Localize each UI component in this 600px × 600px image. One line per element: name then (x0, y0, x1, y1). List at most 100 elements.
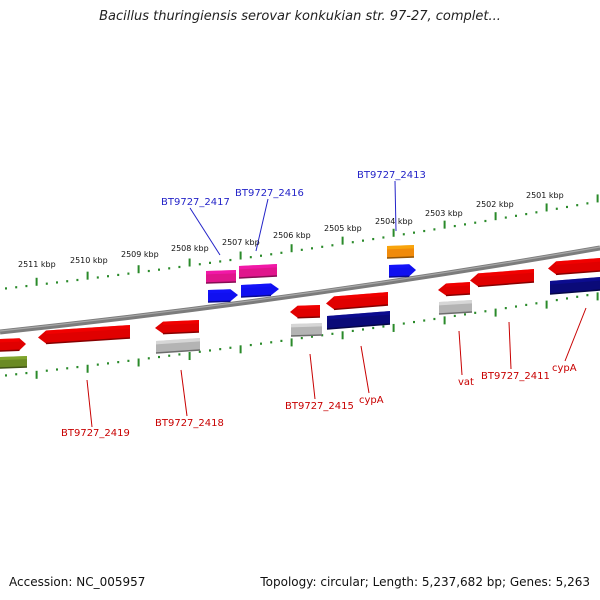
minor-tick (402, 233, 405, 236)
minor-tick (178, 353, 181, 356)
major-tick (392, 228, 395, 237)
genome-backbone (0, 245, 600, 335)
minor-tick (351, 241, 354, 244)
minor-tick (515, 214, 517, 217)
minor-tick (515, 305, 517, 308)
scale-label: 2509 kbp (121, 250, 159, 259)
gene-arrow-shadow (207, 300, 231, 303)
minor-tick (362, 328, 364, 331)
minor-tick (96, 363, 99, 366)
leader-line (458, 330, 463, 376)
minor-tick (566, 205, 568, 209)
minor-tick (229, 346, 232, 349)
gene-label[interactable]: vat (458, 377, 474, 388)
gene-label[interactable]: BT9727_2417 (161, 197, 230, 208)
minor-tick (66, 280, 69, 283)
leader-line (394, 180, 397, 232)
gene-label[interactable]: BT9727_2413 (357, 170, 426, 181)
gene-arrow-highlight (446, 282, 470, 287)
minor-tick (280, 339, 283, 343)
major-tick (86, 364, 89, 373)
minor-tick (402, 322, 405, 325)
minor-tick (25, 371, 28, 375)
leader-line (86, 379, 93, 428)
minor-tick (178, 265, 181, 269)
minor-tick (555, 207, 558, 210)
gene-arrow-highlight (389, 264, 410, 269)
leader-line (564, 307, 587, 362)
gene-arrow-shadow (297, 316, 321, 319)
major-tick (392, 323, 395, 332)
minor-tick (586, 202, 589, 205)
gene-labels: BT9727_2417 BT9727_2416 BT9727_2413 BT97… (61, 170, 577, 439)
gene-label[interactable]: BT9727_2411 (481, 371, 550, 382)
minor-tick (372, 237, 375, 241)
major-tick (596, 292, 599, 301)
gene-label[interactable]: BT9727_2415 (285, 401, 354, 412)
minor-tick (168, 267, 171, 270)
scale-label: 2502 kbp (476, 200, 514, 209)
scale-label: 2504 kbp (375, 217, 413, 226)
gene-arrow-shadow (438, 311, 473, 315)
major-tick (239, 251, 242, 260)
gene-arrow-highlight (327, 311, 390, 320)
gene-arrow-highlight (0, 338, 20, 343)
gene-arrow-shadow (555, 270, 600, 276)
minor-tick (198, 263, 201, 266)
minor-tick (209, 349, 211, 352)
minor-tick (423, 229, 426, 233)
gene-label[interactable]: cypA (359, 395, 384, 406)
minor-tick (504, 307, 507, 310)
gene-label[interactable]: cypA (552, 363, 577, 374)
minor-tick (219, 260, 222, 263)
gene-arrow-shadow (155, 349, 201, 354)
gene-arrow-shadow (205, 281, 237, 284)
minor-tick (260, 254, 262, 257)
scale-labels: 2511 kbp 2510 kbp 2509 kbp 2508 kbp 2507… (18, 191, 564, 269)
minor-tick (555, 298, 558, 302)
minor-tick (107, 362, 109, 365)
minor-tick (382, 325, 385, 328)
major-tick (596, 194, 599, 203)
major-tick (290, 244, 293, 253)
gene-leader-lines (86, 180, 587, 428)
minor-tick (362, 239, 364, 242)
gene-arrow-shadow (238, 275, 278, 279)
gene-label[interactable]: BT9727_2416 (235, 188, 304, 199)
minor-tick (127, 359, 130, 362)
gene-arrow-highlight (439, 300, 472, 306)
gene-label[interactable]: BT9727_2419 (61, 428, 130, 439)
minor-tick (433, 228, 436, 231)
gene-arrow-highlight (478, 269, 534, 278)
gene-label[interactable]: BT9727_2418 (155, 418, 224, 429)
minor-tick (484, 310, 487, 313)
gene-arrow-highlight (297, 305, 320, 310)
gene-arrow-highlight (208, 289, 231, 294)
minor-tick (351, 329, 354, 333)
scale-label: 2508 kbp (171, 244, 209, 253)
minor-tick (413, 320, 415, 324)
scale-label: 2501 kbp (526, 191, 564, 200)
major-tick (341, 331, 344, 340)
major-tick (545, 203, 548, 212)
gene-arrow-shadow (290, 334, 323, 337)
minor-tick (300, 337, 303, 340)
scale-label: 2503 kbp (425, 209, 463, 218)
minor-tick (260, 342, 262, 345)
genome-backbone-highlight (0, 246, 600, 332)
minor-tick (525, 303, 528, 307)
gene-arrow-highlight (0, 356, 27, 361)
minor-tick (464, 223, 466, 226)
leader-line (360, 345, 370, 394)
minor-tick (453, 224, 456, 228)
map-title: Bacillus thuringiensis serovar konkukian… (99, 9, 501, 24)
minor-tick (45, 369, 48, 372)
gene-arrow-highlight (550, 277, 600, 285)
minor-tick (229, 258, 232, 262)
major-tick (341, 236, 344, 245)
minor-tick (96, 276, 99, 279)
minor-tick (25, 284, 28, 288)
major-tick (290, 338, 293, 347)
minor-tick (576, 295, 579, 298)
minor-tick (484, 219, 487, 223)
